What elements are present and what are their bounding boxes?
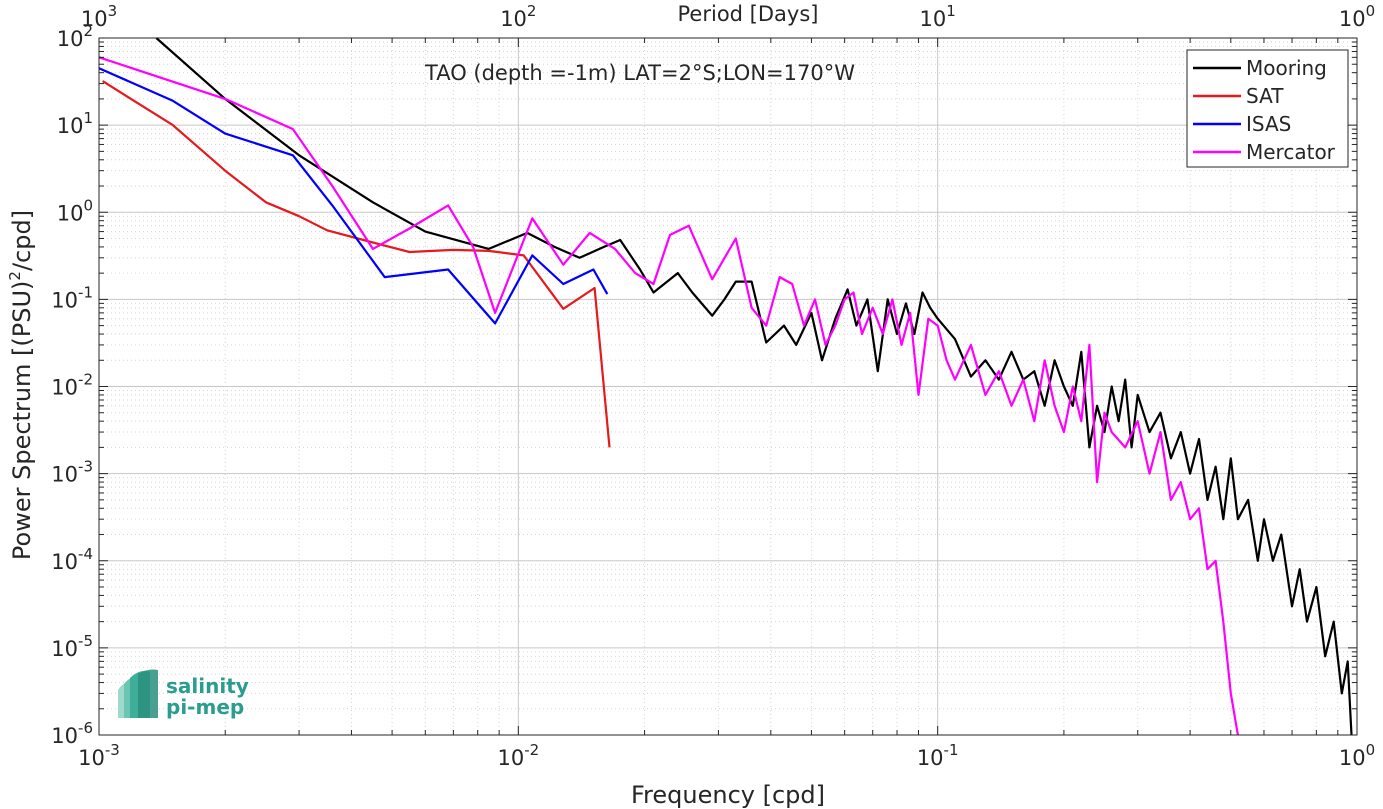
- series-line-isas: [98, 67, 609, 325]
- x-tick-label: 10-1: [917, 741, 959, 770]
- logo-line1: salinity: [166, 674, 249, 698]
- legend-label-mercator: Mercator: [1246, 140, 1336, 164]
- top-tick-label: 101: [920, 2, 956, 31]
- y-tick-label: 10-3: [51, 458, 93, 487]
- y-tick-label: 10-6: [51, 719, 93, 748]
- top-tick-label: 100: [1339, 2, 1375, 31]
- salinity-pi-mep-logo: salinity pi-mep: [118, 669, 249, 719]
- top-tick-label: 103: [81, 2, 117, 31]
- major-grid: [98, 37, 1358, 736]
- y-axis-label-main: Power Spectrum [(PSU): [8, 281, 36, 560]
- legend: Mooring SAT ISAS Mercator: [1186, 49, 1349, 168]
- series-line-mooring: [155, 37, 1353, 736]
- x-tick-label: 10-2: [497, 741, 539, 770]
- top-tick-label: 102: [500, 2, 536, 31]
- y-axis-label-tail: /cpd]: [8, 210, 36, 271]
- legend-label-isas: ISAS: [1246, 112, 1291, 136]
- y-tick-label: 101: [57, 109, 93, 138]
- chart-title: TAO (depth =-1m) LAT=2°S;LON=170°W: [424, 61, 855, 85]
- top-x-axis-label: Period [Days]: [678, 2, 819, 26]
- y-tick-label: 10-1: [51, 283, 93, 312]
- axis-ticks: [98, 37, 1358, 736]
- y-tick-label: 10-4: [51, 545, 93, 574]
- series-layer: [98, 37, 1353, 736]
- y-axis-label: Power Spectrum [(PSU)2/cpd]: [6, 210, 36, 560]
- y-tick-label: 10-2: [51, 371, 93, 400]
- x-axis-label: Frequency [cpd]: [631, 781, 825, 809]
- series-line-sat: [102, 80, 611, 448]
- wave-logo-icon: [118, 669, 158, 718]
- series-line-mercator: [98, 56, 1239, 736]
- x-tick-label: 100: [1339, 741, 1375, 770]
- y-tick-label: 102: [57, 22, 93, 51]
- y-tick-label: 100: [57, 196, 93, 225]
- legend-label-sat: SAT: [1246, 84, 1284, 108]
- x-tick-label: 10-3: [78, 741, 120, 770]
- y-tick-label: 10-5: [51, 632, 93, 661]
- logo-line2: pi-mep: [166, 695, 244, 719]
- y-axis-label-sup: 2: [6, 271, 24, 281]
- legend-box: [1186, 49, 1349, 168]
- legend-label-mooring: Mooring: [1246, 56, 1327, 80]
